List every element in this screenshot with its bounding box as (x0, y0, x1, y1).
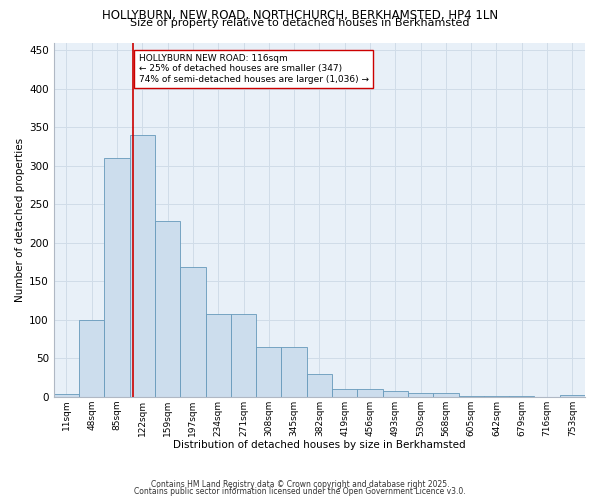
Bar (408, 393, 433, 396)
Text: Size of property relative to detached houses in Berkhamsted: Size of property relative to detached ho… (130, 18, 470, 28)
Bar (231, 314, 256, 396)
Bar (256, 346, 281, 397)
Bar (281, 346, 307, 397)
Bar (332, 389, 358, 396)
Text: HOLLYBURN, NEW ROAD, NORTHCHURCH, BERKHAMSTED, HP4 1LN: HOLLYBURN, NEW ROAD, NORTHCHURCH, BERKHA… (102, 9, 498, 22)
Bar (358, 389, 383, 396)
Bar (433, 393, 458, 396)
Text: Contains HM Land Registry data © Crown copyright and database right 2025.: Contains HM Land Registry data © Crown c… (151, 480, 449, 489)
Bar (560, 395, 585, 396)
Text: Contains public sector information licensed under the Open Government Licence v3: Contains public sector information licen… (134, 487, 466, 496)
Bar (307, 374, 332, 396)
Bar (130, 135, 155, 396)
X-axis label: Distribution of detached houses by size in Berkhamsted: Distribution of detached houses by size … (173, 440, 466, 450)
Y-axis label: Number of detached properties: Number of detached properties (15, 138, 25, 302)
Bar (79, 320, 104, 396)
Bar (104, 158, 130, 396)
Bar (180, 268, 206, 396)
Bar (155, 221, 180, 396)
Bar (206, 314, 231, 396)
Bar (383, 392, 408, 396)
Bar (54, 394, 79, 396)
Text: HOLLYBURN NEW ROAD: 116sqm
← 25% of detached houses are smaller (347)
74% of sem: HOLLYBURN NEW ROAD: 116sqm ← 25% of deta… (139, 54, 368, 84)
